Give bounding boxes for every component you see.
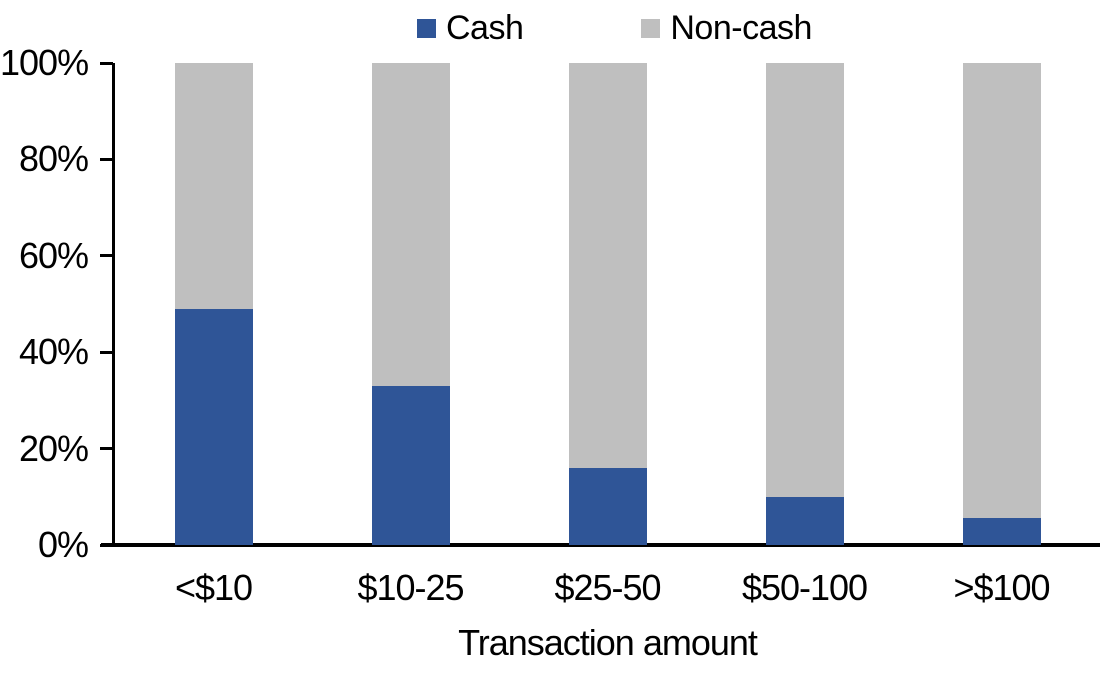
y-tick-mark-100% [100,61,113,65]
x-tick-label-4: >$100 [953,567,1050,608]
bar-segment-cash-0 [174,308,253,545]
y-axis-line [112,63,115,547]
bar-segment-cash-1 [371,385,450,545]
legend-item-cash: Cash [417,8,524,48]
legend-swatch-noncash-icon [641,18,661,38]
legend: Cash Non-cash [417,8,812,48]
legend-item-noncash: Non-cash [641,8,812,48]
x-tick-label-1: $10-25 [357,567,464,608]
y-tick-label-20%: 20% [18,427,89,469]
bar-segment-cash-2 [568,467,647,545]
x-tick-label-3: $50-100 [741,567,868,608]
legend-label-cash: Cash [446,9,524,47]
y-tick-mark-40% [100,350,113,354]
y-tick-mark-60% [100,254,113,258]
bar-segment-noncash-0 [174,63,253,309]
y-tick-mark-20% [100,447,113,451]
plot-area [115,63,1100,545]
x-axis-title: Transaction amount [458,622,758,663]
x-axis-line [101,543,1100,547]
y-tick-label-100%: 100% [0,42,89,83]
y-tick-label-60%: 60% [18,234,89,276]
bar-segment-cash-3 [765,496,844,545]
bar-segment-cash-4 [962,518,1041,545]
x-tick-label-2: $25-50 [554,567,661,608]
bar-segment-noncash-4 [962,63,1041,519]
legend-label-noncash: Non-cash [670,9,812,47]
bar-segment-noncash-3 [765,63,844,497]
x-tick-label-0: <$10 [174,567,253,608]
y-tick-label-40%: 40% [18,331,89,373]
y-tick-label-80%: 80% [18,138,89,180]
y-tick-label-0%: 0% [37,524,89,565]
y-tick-mark-80% [100,157,113,161]
bar-segment-noncash-2 [568,63,647,468]
y-tick-mark-0% [100,543,113,547]
bar-segment-noncash-1 [371,63,450,386]
legend-swatch-cash-icon [417,18,436,38]
